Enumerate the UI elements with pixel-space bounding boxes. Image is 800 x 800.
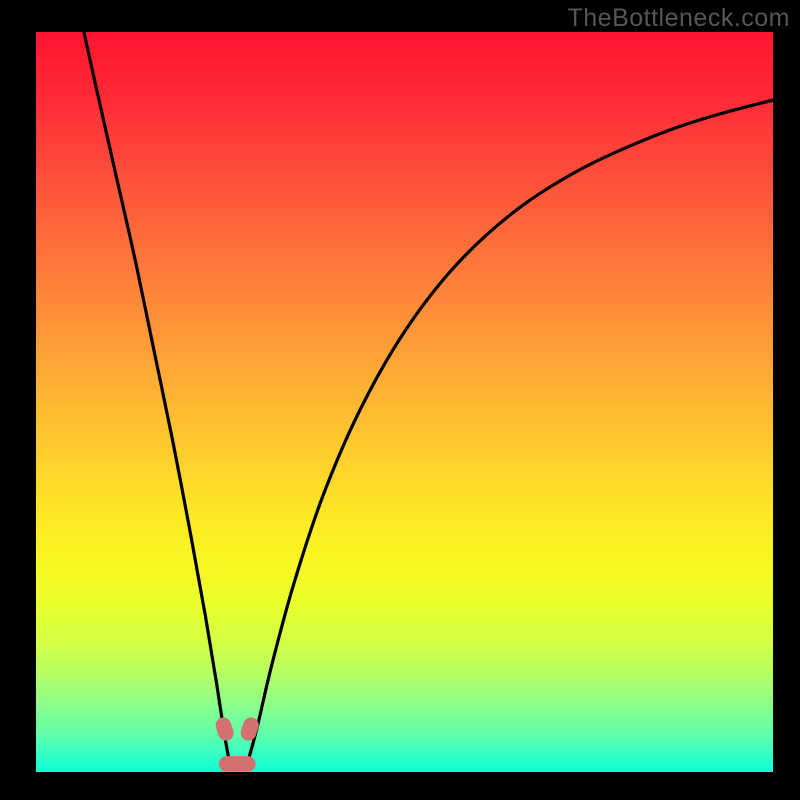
gradient-background (36, 32, 773, 772)
valley-marker-2 (219, 756, 256, 772)
plot-svg (36, 32, 773, 772)
plot-area (36, 32, 773, 772)
chart-container: TheBottleneck.com (0, 0, 800, 800)
watermark-text: TheBottleneck.com (568, 4, 791, 33)
